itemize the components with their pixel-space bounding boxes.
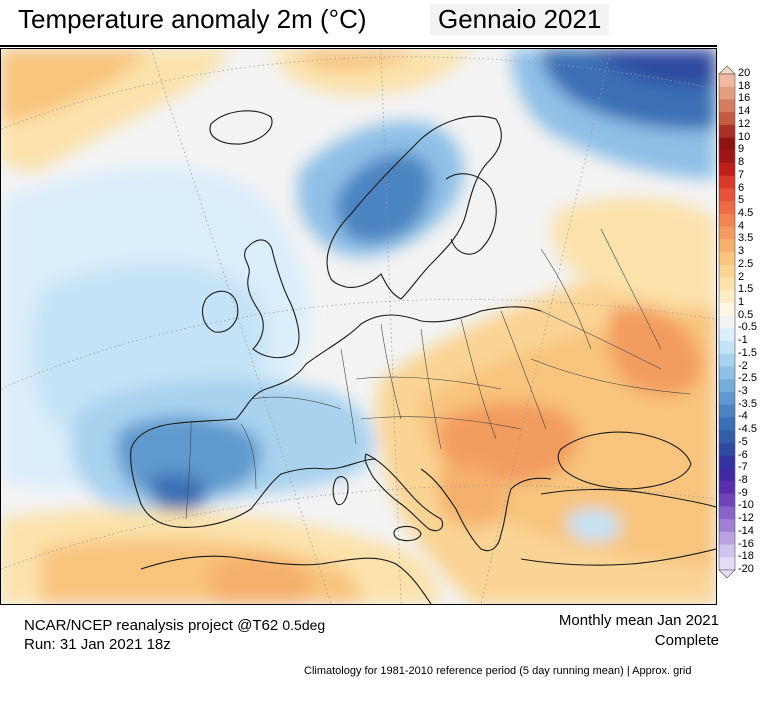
climatology-note: Climatology for 1981-2010 reference peri… <box>304 665 692 677</box>
legend-swatch <box>719 277 735 291</box>
legend-swatch <box>719 163 735 177</box>
legend-swatch <box>719 379 735 393</box>
legend-tick-label: -8 <box>738 474 748 486</box>
legend-swatch <box>719 252 735 266</box>
anomaly-map <box>0 48 717 605</box>
legend-swatch <box>719 315 735 329</box>
legend-tick-label: -4 <box>738 410 748 423</box>
legend-swatch <box>719 480 735 495</box>
legend-swatch <box>719 290 735 304</box>
legend-swatch <box>719 124 735 138</box>
legend-tick-label: 3.5 <box>738 232 754 245</box>
legend-swatch <box>719 493 735 507</box>
legend-swatch <box>719 430 735 444</box>
legend-tick-label: 14 <box>738 105 751 118</box>
legend-swatch <box>719 468 735 482</box>
legend-tick-label: 1.5 <box>738 283 754 296</box>
legend-tick-label: -12 <box>738 512 754 525</box>
footer-source-line: NCAR/NCEP reanalysis project @T62 0.5deg <box>24 617 325 634</box>
legend-swatch <box>719 328 735 342</box>
legend-tick-label: 2 <box>738 270 745 283</box>
legend-swatch <box>719 531 735 545</box>
legend-tick-label: -20 <box>738 563 754 575</box>
legend-tick-label: -4.5 <box>738 423 757 436</box>
resolution-text: 0.5deg <box>282 617 326 633</box>
legend-tick-label: -1.5 <box>738 346 757 359</box>
legend-swatch <box>719 544 735 558</box>
legend-tick-label: 10 <box>738 130 751 143</box>
europe-anomaly-map-canvas <box>1 49 716 604</box>
legend-tick-label: 2.5 <box>738 257 754 270</box>
legend-swatch <box>719 442 735 456</box>
legend-swatch <box>719 137 735 151</box>
title-divider <box>0 45 717 47</box>
borders <box>185 228 692 520</box>
legend-swatch <box>719 175 735 189</box>
coastlines <box>130 110 716 604</box>
legend-bottom-arrow <box>718 569 736 578</box>
legend-tick-label: 8 <box>738 156 745 168</box>
legend-swatch <box>719 213 735 228</box>
legend-tick-label: 4 <box>738 219 745 232</box>
legend-tick-label: -3.5 <box>738 397 757 410</box>
legend-swatch <box>719 506 735 520</box>
legend-swatch <box>719 366 735 380</box>
legend-tick-label: 7 <box>738 168 745 181</box>
legend-colorbar <box>718 66 736 578</box>
legend-tick-label: 18 <box>738 79 751 92</box>
legend-tick-label: -9 <box>738 486 748 499</box>
legend-tick-label: 6 <box>738 181 745 194</box>
legend-tick-label: -6 <box>738 448 748 461</box>
legend-tick-label: -2.5 <box>738 372 757 385</box>
graticule <box>1 49 716 604</box>
legend-tick-label: -1 <box>738 334 748 347</box>
legend-tick-label: 5 <box>738 194 745 207</box>
legend-tick-label: -2 <box>738 359 748 372</box>
legend-tick-label: -3 <box>738 384 748 397</box>
legend-swatch <box>719 519 735 533</box>
status-text: Complete <box>654 632 719 649</box>
legend-tick-label: 9 <box>738 143 745 156</box>
legend-swatch <box>719 112 735 126</box>
legend-swatch <box>719 239 735 253</box>
legend-top-arrow <box>718 66 736 75</box>
legend-swatch <box>719 302 735 317</box>
legend-swatch <box>719 557 735 571</box>
legend-swatch <box>719 150 735 164</box>
legend-swatch <box>719 201 735 215</box>
legend-tick-label: 0.5 <box>738 308 754 321</box>
legend-tick-label: 16 <box>738 92 751 105</box>
legend-tick-label: -5 <box>738 435 748 448</box>
period-text: Monthly mean Jan 2021 <box>558 612 719 629</box>
month-label: Gennaio 2021 <box>430 4 610 35</box>
legend-swatch <box>719 341 735 355</box>
map-title: Temperature anomaly 2m (°C) <box>18 4 367 34</box>
legend-tick-label: -10 <box>738 499 754 512</box>
legend-tick-label: -0.5 <box>738 321 757 334</box>
legend-swatch <box>719 417 735 431</box>
color-legend: 20 18 16 14 12 10 9 8 7 6 5 4.5 4 3.5 3 2.5 2 1.5 1 0.5 -0.5… <box>718 66 779 578</box>
run-text: Run: 31 Jan 2021 18z <box>24 636 171 653</box>
legend-tick-label: -18 <box>738 550 754 563</box>
source-text: NCAR/NCEP reanalysis project @T62 <box>24 617 279 634</box>
anomaly-field <box>1 49 716 604</box>
legend-tick-label: 4.5 <box>738 206 754 219</box>
legend-tick-label: 12 <box>738 117 751 130</box>
legend-tick-label: 1 <box>738 295 745 308</box>
legend-swatch <box>719 99 735 113</box>
legend-swatch <box>719 226 735 240</box>
legend-swatch <box>719 188 735 202</box>
legend-swatch <box>719 455 735 469</box>
legend-swatch <box>719 86 735 100</box>
legend-swatch <box>719 264 735 278</box>
legend-tick-label: 20 <box>738 67 751 79</box>
legend-tick-label: 3 <box>738 245 745 258</box>
legend-tick-label: -7 <box>738 461 748 474</box>
legend-tick-label: -14 <box>738 524 754 537</box>
legend-swatch <box>719 391 735 406</box>
legend-swatch <box>719 353 735 367</box>
legend-tick-label: -16 <box>738 537 754 550</box>
legend-swatch <box>719 404 735 418</box>
legend-swatch <box>719 74 735 88</box>
